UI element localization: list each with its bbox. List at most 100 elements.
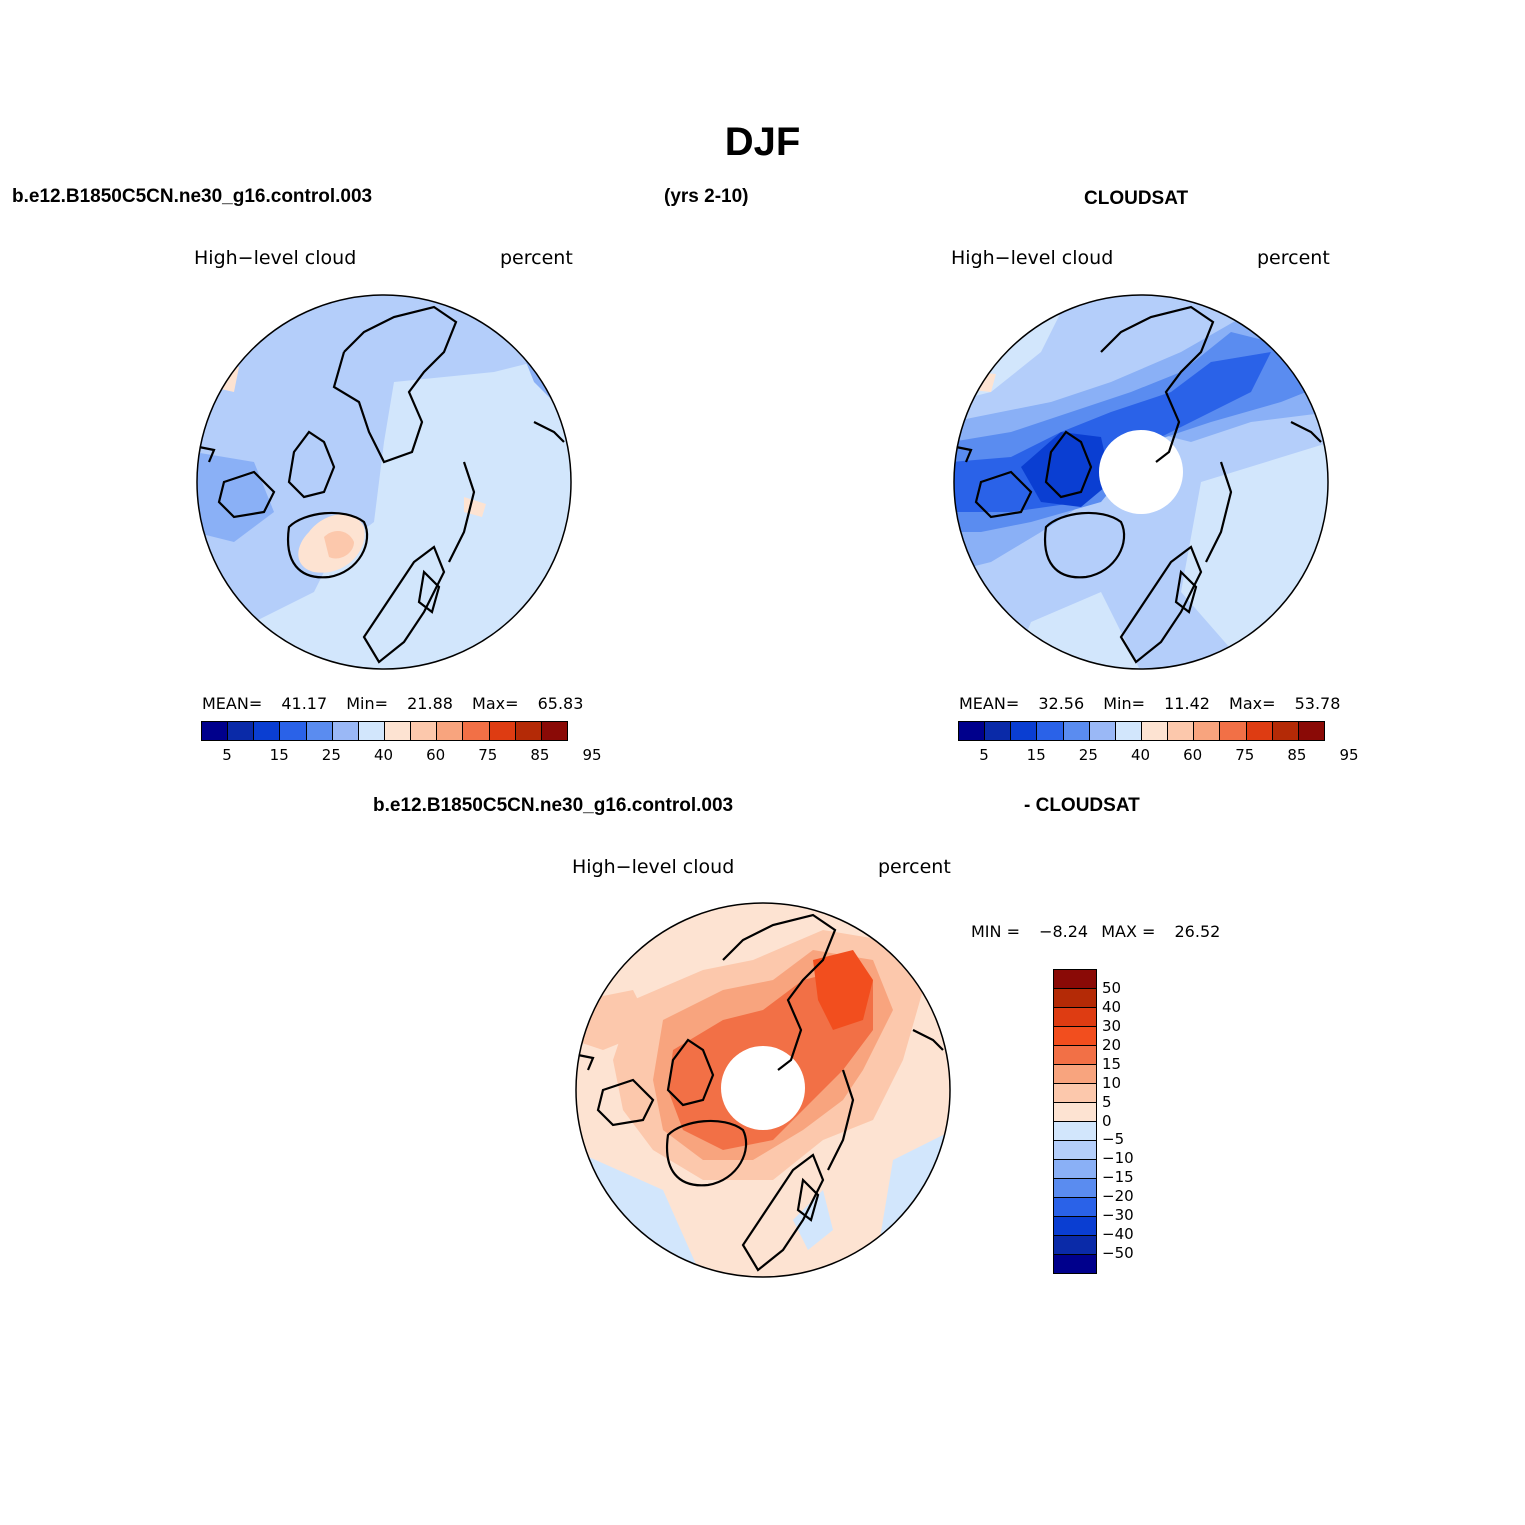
diff-colorbar-tick-label: 40: [1102, 997, 1122, 1016]
colorbar-swatch: [959, 722, 986, 740]
colorbar-tick-label: 25: [321, 746, 341, 764]
colorbar-tick-label: 95: [1339, 746, 1359, 764]
colorbar-swatch: [280, 722, 307, 740]
diff-colorbar-tick-label: 30: [1102, 1016, 1122, 1035]
colorbar-swatch: [1298, 722, 1324, 740]
diff-colorbar-tick-label: −10: [1102, 1149, 1134, 1168]
colorbar-swatch: [463, 722, 490, 740]
panel2-stats: MEAN= 32.56 Min= 11.42 Max= 53.78: [959, 694, 1340, 713]
diff-colorbar-swatch: [1054, 1141, 1096, 1160]
diff-colorbar-tick-label: −15: [1102, 1168, 1134, 1187]
diff-colorbar-swatch: [1054, 1008, 1096, 1027]
diff-max-label: MAX =: [1101, 922, 1156, 941]
panel2-map: [953, 294, 1329, 670]
colorbar-tick-label: 60: [426, 746, 446, 764]
panel1-colorbar: [201, 721, 568, 741]
diff-colorbar-tick-label: 50: [1102, 978, 1122, 997]
diff-colorbar-ticks: 50 40 30 20 15 10 5 0 −5 −10 −15 −20 −30 −40 −50: [1102, 969, 1162, 1272]
diff-colorbar-tick-label: 5: [1102, 1092, 1112, 1111]
diff-colorbar-tick-label: 0: [1102, 1111, 1112, 1130]
colorbar-swatch: [1168, 722, 1195, 740]
colorbar-tick-label: 5: [222, 746, 232, 764]
panel1-max-value: 65.83: [537, 694, 584, 713]
colorbar-tick-label: 25: [1078, 746, 1098, 764]
colorbar-swatch: [1037, 722, 1064, 740]
colorbar-swatch: [384, 722, 412, 740]
panel1-max-label: Max=: [472, 694, 519, 713]
colorbar-swatch: [332, 722, 359, 740]
panel2-units-label: percent: [1257, 247, 1330, 269]
diff-colorbar-swatch: [1054, 1217, 1096, 1236]
colorbar-swatch: [1220, 722, 1247, 740]
diff-colorbar-tick-label: −5: [1102, 1130, 1125, 1149]
page-title: DJF: [724, 120, 801, 164]
diff-min-label: MIN =: [971, 922, 1020, 941]
colorbar-swatch: [1272, 722, 1299, 740]
diff-colorbar-tick-label: 10: [1102, 1073, 1122, 1092]
panel2-min-value: 11.42: [1164, 694, 1210, 713]
colorbar-swatch: [541, 722, 567, 740]
panel1-field-label: High−level cloud: [194, 247, 357, 269]
diff-colorbar-tick-label: −30: [1102, 1206, 1134, 1225]
colorbar-swatch: [411, 722, 438, 740]
diff-colorbar-swatch: [1054, 1103, 1096, 1122]
diff-colorbar-swatch: [1054, 989, 1096, 1008]
diff-colorbar-tick-label: −50: [1102, 1244, 1134, 1263]
diff-colorbar-tick-label: 15: [1102, 1054, 1122, 1073]
diff-colorbar-swatch: [1054, 1122, 1096, 1141]
colorbar-swatch: [1141, 722, 1169, 740]
diff-field-label: High−level cloud: [572, 856, 735, 878]
panel1-mean-label: MEAN=: [202, 694, 263, 713]
colorbar-swatch: [437, 722, 464, 740]
diff-stats: MIN = −8.24 MAX = 26.52: [971, 922, 1220, 941]
diff-colorbar-swatch: [1054, 1084, 1096, 1103]
colorbar-swatch: [202, 722, 229, 740]
diff-colorbar-swatch: [1054, 1027, 1096, 1046]
diff-colorbar-swatch: [1054, 1046, 1096, 1065]
panel2-mean-value: 32.56: [1038, 694, 1085, 713]
panel2-colorbar-ticks: 5 15 25 40 60 75 85 95: [958, 746, 1358, 766]
panel2-field-label: High−level cloud: [951, 247, 1114, 269]
obs-name: CLOUDSAT: [1084, 188, 1189, 209]
diff-colorbar-swatch: [1054, 1198, 1096, 1217]
colorbar-swatch: [1194, 722, 1221, 740]
diff-colorbar-tick-label: 20: [1102, 1035, 1122, 1054]
colorbar-tick-label: 40: [373, 746, 394, 764]
colorbar-swatch: [1089, 722, 1116, 740]
panel2-min-label: Min=: [1103, 694, 1146, 713]
colorbar-swatch: [306, 722, 333, 740]
colorbar-tick-label: 75: [478, 746, 498, 764]
diff-colorbar-swatch: [1054, 1236, 1096, 1255]
colorbar-tick-label: 15: [269, 746, 289, 764]
colorbar-tick-label: 75: [1235, 746, 1255, 764]
colorbar-tick-label: 85: [530, 746, 550, 764]
panel1-mean-value: 41.17: [281, 694, 328, 713]
diff-colorbar-tick-label: −20: [1102, 1187, 1134, 1206]
colorbar-tick-label: 95: [582, 746, 602, 764]
diff-colorbar-swatch: [1054, 1255, 1096, 1273]
colorbar-swatch: [985, 722, 1012, 740]
colorbar-swatch: [1063, 722, 1090, 740]
diff-units-label: percent: [878, 856, 951, 878]
panel1-min-value: 21.88: [407, 694, 453, 713]
colorbar-tick-label: 60: [1183, 746, 1203, 764]
diff-colorbar-tick-label: −40: [1102, 1225, 1134, 1244]
diff-colorbar-swatch: [1054, 1160, 1096, 1179]
colorbar-swatch: [358, 722, 385, 740]
diff-colorbar-swatch: [1054, 970, 1096, 989]
diff-map: [575, 902, 951, 1278]
colorbar-swatch: [1011, 722, 1038, 740]
panel2-mean-label: MEAN=: [959, 694, 1020, 713]
panel2-colorbar: [958, 721, 1325, 741]
colorbar-swatch: [254, 722, 281, 740]
diff-colorbar-swatch: [1054, 1065, 1096, 1084]
panel1-stats: MEAN= 41.17 Min= 21.88 Max= 65.83: [202, 694, 583, 713]
case-name: b.e12.B1850C5CN.ne30_g16.control.003: [12, 186, 373, 207]
panel2-max-label: Max=: [1229, 694, 1276, 713]
colorbar-tick-label: 5: [979, 746, 989, 764]
colorbar-tick-label: 85: [1287, 746, 1307, 764]
panel1-min-label: Min=: [346, 694, 389, 713]
colorbar-swatch: [1246, 722, 1273, 740]
years-label: (yrs 2-10): [664, 186, 749, 207]
colorbar-tick-label: 40: [1130, 746, 1151, 764]
